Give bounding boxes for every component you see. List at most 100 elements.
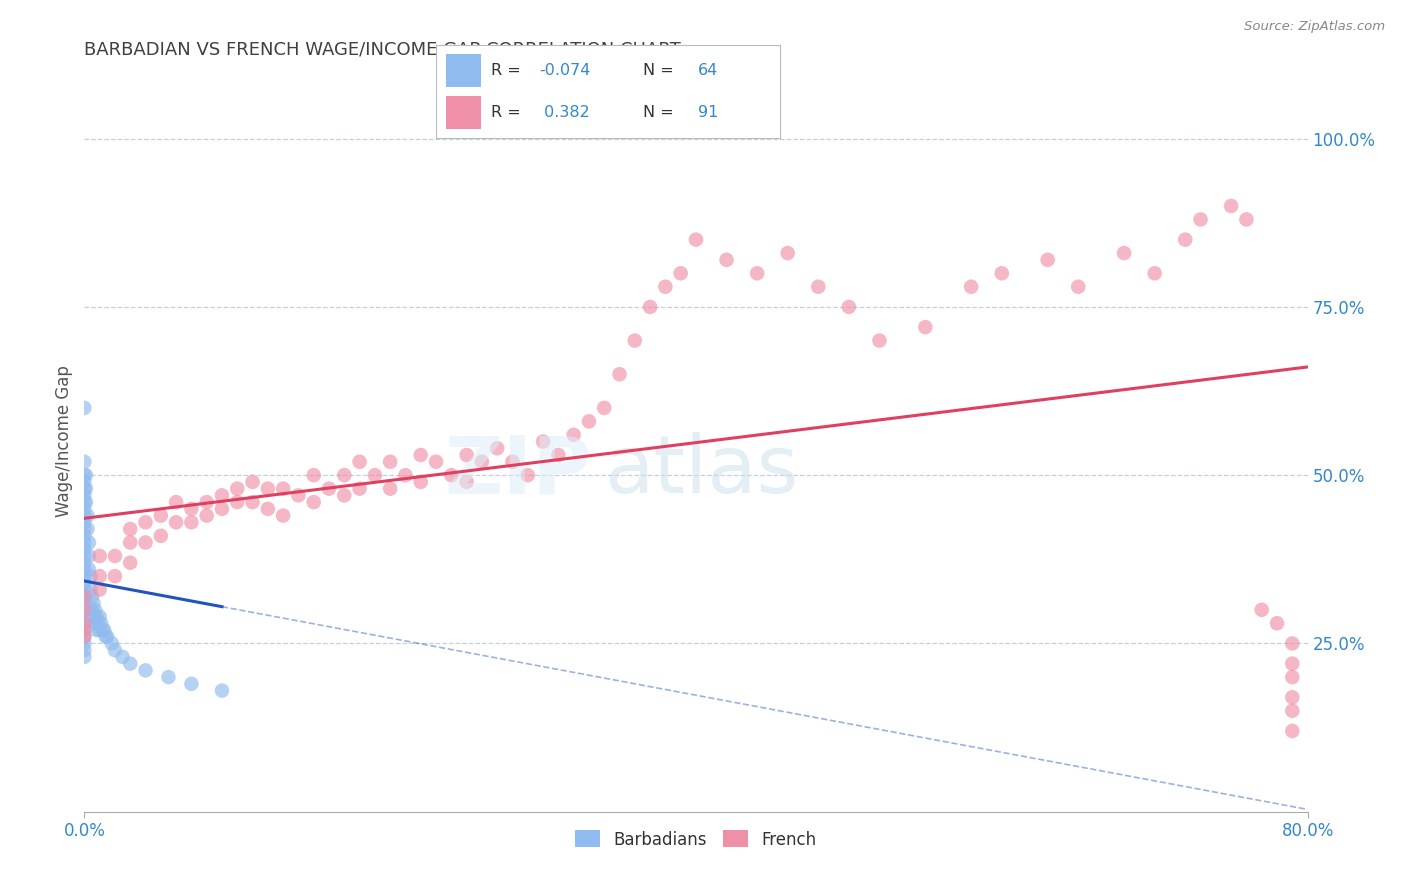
Point [104, 549, 127, 563]
Text: R =: R = [491, 105, 526, 120]
Point [77, 562, 100, 576]
Point [1250, 603, 1272, 617]
Point [135, 664, 157, 678]
Point [73, 495, 96, 509]
Point [73, 590, 96, 604]
Point [456, 475, 478, 489]
Bar [446, 96, 481, 129]
Point [180, 516, 202, 530]
Point [747, 266, 769, 280]
Point [73, 643, 96, 657]
Point [73, 603, 96, 617]
Point [349, 482, 371, 496]
Point [1281, 636, 1303, 650]
Point [1281, 670, 1303, 684]
Y-axis label: Wage/Income Gap: Wage/Income Gap [55, 366, 73, 517]
Text: -0.074: -0.074 [540, 62, 591, 78]
Point [165, 495, 187, 509]
Point [120, 522, 142, 536]
Point [104, 643, 127, 657]
Point [807, 279, 830, 293]
Point [547, 448, 569, 462]
Point [516, 468, 538, 483]
Point [73, 562, 96, 576]
Point [211, 683, 233, 698]
Point [73, 501, 96, 516]
Point [120, 535, 142, 549]
Point [242, 475, 264, 489]
Text: 0.382: 0.382 [540, 105, 591, 120]
Point [75, 482, 97, 496]
Point [318, 482, 340, 496]
Point [73, 455, 96, 469]
Point [456, 448, 478, 462]
Point [1189, 212, 1212, 227]
Point [1281, 690, 1303, 705]
Point [73, 569, 96, 583]
Point [86, 623, 108, 637]
Text: 91: 91 [697, 105, 718, 120]
Point [83, 609, 105, 624]
Point [1067, 279, 1090, 293]
Point [91, 623, 114, 637]
Point [380, 455, 402, 469]
Bar [446, 54, 481, 87]
Point [104, 569, 127, 583]
Point [75, 468, 97, 483]
Point [135, 535, 157, 549]
Point [180, 677, 202, 691]
Point [73, 529, 96, 543]
Point [73, 401, 96, 415]
Point [73, 596, 96, 610]
Point [76, 508, 98, 523]
Point [654, 279, 676, 293]
Point [333, 488, 356, 502]
Point [73, 582, 96, 597]
Point [1281, 657, 1303, 671]
Point [86, 609, 108, 624]
Point [287, 488, 309, 502]
Point [89, 582, 111, 597]
Point [149, 529, 172, 543]
Point [165, 516, 187, 530]
Point [302, 495, 325, 509]
Point [73, 616, 96, 631]
Point [578, 414, 600, 428]
Point [180, 501, 202, 516]
Point [73, 636, 96, 650]
Point [486, 442, 509, 456]
Point [716, 252, 738, 267]
Point [1236, 212, 1258, 227]
Point [685, 233, 707, 247]
Point [838, 300, 860, 314]
Point [1114, 246, 1136, 260]
Point [77, 535, 100, 549]
Point [73, 590, 96, 604]
Point [1220, 199, 1243, 213]
Point [135, 516, 157, 530]
Point [90, 616, 112, 631]
Point [89, 623, 111, 637]
Point [73, 630, 96, 644]
Point [80, 590, 103, 604]
Point [73, 623, 96, 637]
Point [960, 279, 983, 293]
Point [89, 569, 111, 583]
Point [531, 434, 554, 449]
Point [73, 616, 96, 631]
Point [562, 427, 585, 442]
Point [101, 636, 124, 650]
Legend: Barbadians, French: Barbadians, French [568, 823, 824, 855]
Text: N =: N = [643, 105, 679, 120]
Point [471, 455, 494, 469]
Point [73, 575, 96, 590]
Text: N =: N = [643, 62, 679, 78]
Point [73, 475, 96, 489]
Point [302, 468, 325, 483]
Point [79, 582, 101, 597]
Point [73, 556, 96, 570]
Point [73, 630, 96, 644]
Point [394, 468, 416, 483]
Point [87, 616, 110, 631]
Point [914, 320, 936, 334]
